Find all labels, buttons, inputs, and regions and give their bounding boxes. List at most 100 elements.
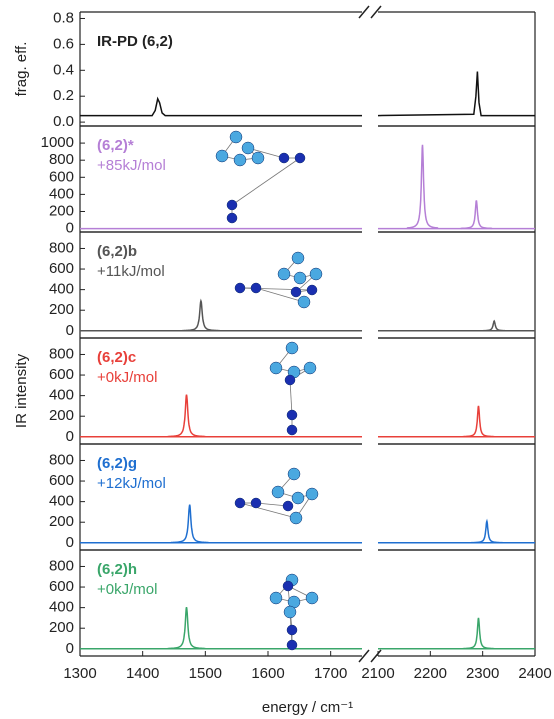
- panel-title: (6,2)h: [97, 561, 137, 578]
- atom: [277, 267, 291, 281]
- y-tick-label: 400: [49, 387, 74, 404]
- y-tick-label: 600: [49, 366, 74, 383]
- peak: [406, 144, 439, 229]
- y-axis-label: frag. eff.: [13, 42, 30, 97]
- axis-break: [370, 649, 382, 663]
- y-tick-label: 0.6: [53, 35, 74, 52]
- atom: [286, 424, 298, 436]
- peak: [462, 617, 495, 650]
- x-tick-label: 1500: [189, 665, 222, 682]
- y-tick-label: 800: [49, 239, 74, 256]
- y-tick-label: 400: [49, 599, 74, 616]
- y-tick-label: 400: [49, 493, 74, 510]
- y-tick-label: 0.2: [53, 87, 74, 104]
- atom: [289, 511, 303, 525]
- atom: [226, 199, 238, 211]
- y-tick-label: 0: [66, 428, 74, 445]
- y-tick-label: 800: [49, 345, 74, 362]
- atom: [234, 497, 246, 509]
- atom: [291, 491, 305, 505]
- y-tick-label: 800: [49, 557, 74, 574]
- x-tick-label: 2400: [518, 665, 551, 682]
- spectrum-line: [80, 71, 535, 117]
- atom: [269, 361, 283, 375]
- y-tick-label: 600: [49, 260, 74, 277]
- bond: [239, 502, 297, 519]
- x-tick-label: 1300: [63, 665, 96, 682]
- atom: [234, 282, 246, 294]
- y-axis-label: IR intensity: [13, 353, 30, 428]
- atom: [282, 580, 294, 592]
- y-tick-label: 200: [49, 407, 74, 424]
- atom: [229, 130, 243, 144]
- atom: [287, 467, 301, 481]
- y-tick-label: 600: [49, 472, 74, 489]
- panel-subtitle: +0kJ/mol: [97, 581, 157, 598]
- atom: [233, 153, 247, 167]
- atom: [297, 295, 311, 309]
- y-tick-label: 1000: [41, 134, 74, 151]
- atom: [306, 284, 318, 296]
- peak: [167, 394, 206, 438]
- atom: [286, 409, 298, 421]
- peak: [182, 298, 220, 332]
- y-tick-label: 0: [66, 322, 74, 339]
- y-tick-label: 800: [49, 451, 74, 468]
- x-tick-label: 2100: [361, 665, 394, 682]
- y-tick-label: 0.0: [53, 113, 74, 130]
- axis-break: [370, 5, 382, 19]
- y-tick-label: 0.8: [53, 9, 74, 26]
- bond: [255, 502, 289, 507]
- atom: [294, 152, 306, 164]
- x-tick-label: 1700: [314, 665, 347, 682]
- y-tick-label: 600: [49, 168, 74, 185]
- axis-break: [358, 5, 370, 19]
- atom: [283, 605, 297, 619]
- y-tick-label: 200: [49, 619, 74, 636]
- axis-break: [358, 649, 370, 663]
- atom: [250, 497, 262, 509]
- atom: [305, 487, 319, 501]
- peak: [471, 518, 503, 544]
- bond: [255, 287, 305, 303]
- y-tick-label: 800: [49, 151, 74, 168]
- atom: [309, 267, 323, 281]
- y-tick-label: 600: [49, 578, 74, 595]
- peak: [478, 319, 510, 332]
- y-tick-label: 0: [66, 534, 74, 551]
- atom: [282, 500, 294, 512]
- peak: [460, 200, 493, 230]
- atom: [291, 251, 305, 265]
- atom: [284, 374, 296, 386]
- panel-subtitle: +12kJ/mol: [97, 475, 166, 492]
- y-tick-label: 0: [66, 640, 74, 657]
- y-tick-label: 0.4: [53, 61, 74, 78]
- atom: [215, 149, 229, 163]
- y-tick-label: 0: [66, 220, 74, 237]
- atom: [293, 271, 307, 285]
- panel-title: IR-PD (6,2): [97, 33, 173, 50]
- panel-title: (6,2)b: [97, 243, 137, 260]
- panel-subtitle: +11kJ/mol: [97, 263, 165, 280]
- panel-subtitle: +85kJ/mol: [97, 157, 166, 174]
- atom: [286, 639, 298, 651]
- atom: [305, 591, 319, 605]
- atom: [226, 212, 238, 224]
- y-tick-label: 400: [49, 281, 74, 298]
- x-tick-label: 2200: [414, 665, 447, 682]
- y-tick-label: 400: [49, 185, 74, 202]
- atom: [241, 141, 255, 155]
- atom: [286, 624, 298, 636]
- atom: [271, 485, 285, 499]
- bond: [231, 157, 301, 206]
- y-tick-label: 200: [49, 202, 74, 219]
- y-tick-label: 200: [49, 513, 74, 530]
- atom: [250, 282, 262, 294]
- panel-title: (6,2)c: [97, 349, 136, 366]
- peak: [462, 405, 495, 438]
- panel-title: (6,2)*: [97, 137, 134, 154]
- x-tick-label: 1600: [251, 665, 284, 682]
- atom: [290, 286, 302, 298]
- x-tick-label: 2300: [466, 665, 499, 682]
